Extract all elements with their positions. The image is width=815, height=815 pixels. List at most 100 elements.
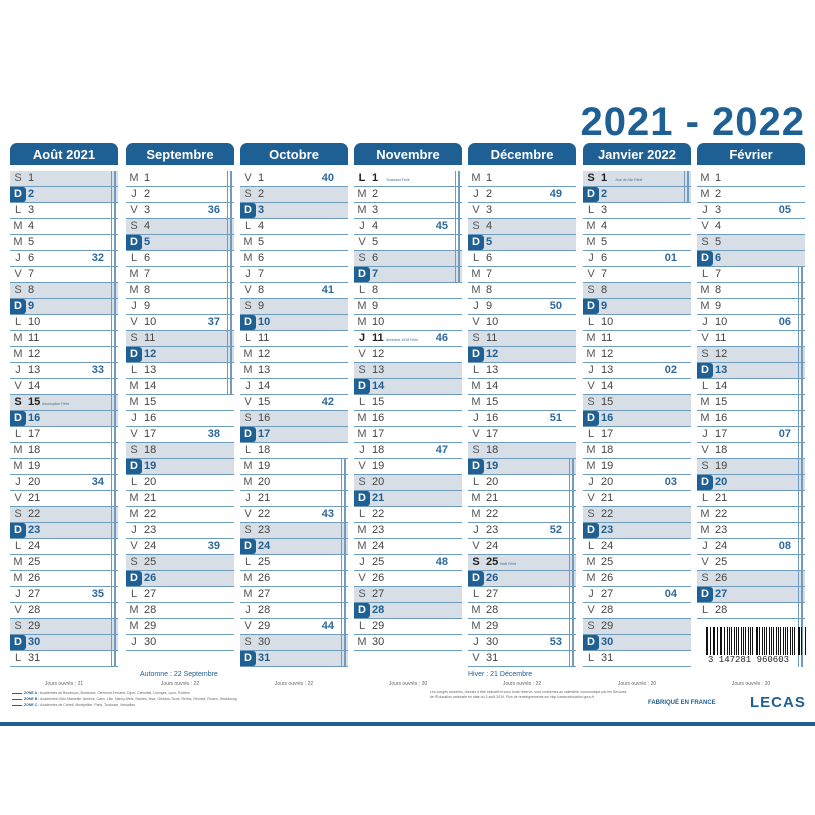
bottom-rule xyxy=(0,722,815,726)
day-number: 26 xyxy=(601,572,614,584)
day-number: 14 xyxy=(715,380,728,392)
day-number: 28 xyxy=(28,604,41,616)
weekday-letter: J xyxy=(473,300,479,312)
day-number: 28 xyxy=(715,604,728,616)
day-row: M 25 xyxy=(10,555,118,571)
weekday-letter: L xyxy=(587,540,595,552)
weekday-letter: L xyxy=(244,332,252,344)
weekday-letter: M xyxy=(700,396,710,408)
day-row: V 21 xyxy=(10,491,118,507)
weekday-letter: M xyxy=(700,300,710,312)
day-number: 28 xyxy=(372,604,385,616)
weekday-letter: L xyxy=(701,604,709,616)
day-number: 16 xyxy=(372,412,385,424)
day-row: D 26 xyxy=(468,571,576,587)
day-row: J 21 xyxy=(240,491,348,507)
day-row: J 6 01 xyxy=(583,251,691,267)
day-number: 23 xyxy=(715,524,728,536)
vacation-bar xyxy=(569,459,570,667)
day-number: 9 xyxy=(258,300,265,312)
day-list: V 1 40 S 2 D 3 L 4 M 5 M 6 J 7 V 8 41 S 9 D 10 L 11 M 12 M 13 J 14 V 15… xyxy=(240,171,348,667)
day-row: L 17 xyxy=(583,427,691,443)
day-number: 17 xyxy=(28,428,41,440)
day-number: 9 xyxy=(715,300,722,312)
weekday-letter: M xyxy=(129,284,139,296)
week-number: 52 xyxy=(549,524,562,536)
day-row: J 11 Armistice 1918 Férié 46 xyxy=(354,331,462,347)
day-number: 29 xyxy=(486,620,499,632)
day-number: 12 xyxy=(601,348,614,360)
weekday-letter: L xyxy=(130,588,138,600)
day-number: 17 xyxy=(486,428,499,440)
day-number: 11 xyxy=(601,332,613,344)
weekday-letter: L xyxy=(358,620,366,632)
weekday-letter: V xyxy=(130,204,138,216)
week-number: 40 xyxy=(321,172,334,184)
weekday-letter: V xyxy=(244,284,252,296)
day-row: V 24 39 xyxy=(126,539,234,555)
day-number: 15 xyxy=(715,396,728,408)
day-number: 23 xyxy=(258,524,271,536)
day-row: J 10 06 xyxy=(697,315,805,331)
day-number: 9 xyxy=(28,300,35,312)
weekday-letter: S xyxy=(587,620,595,632)
weekday-letter: M xyxy=(129,604,139,616)
weekday-letter: S xyxy=(701,348,709,360)
day-number: 9 xyxy=(601,300,608,312)
weekday-letter: D xyxy=(10,523,26,538)
day-row: M 24 xyxy=(354,539,462,555)
vacation-bar xyxy=(114,171,116,667)
day-row: S 11 xyxy=(468,331,576,347)
day-row: V 31 xyxy=(468,651,576,667)
day-number: 28 xyxy=(144,604,157,616)
weekday-letter: D xyxy=(583,523,599,538)
weekday-letter: D xyxy=(697,587,713,602)
weekday-letter: D xyxy=(583,299,599,314)
day-row: M 12 xyxy=(583,347,691,363)
weekday-letter: S xyxy=(244,188,252,200)
vacation-bar xyxy=(341,459,342,667)
weekday-letter: L xyxy=(358,396,366,408)
weekday-letter: S xyxy=(14,172,22,184)
brand-logo: LECAS xyxy=(750,694,806,711)
day-number: 10 xyxy=(486,316,499,328)
day-row: S 20 xyxy=(354,475,462,491)
working-days-label: Jours ouvrés : 20 xyxy=(617,681,657,687)
day-row: M 15 xyxy=(697,395,805,411)
day-number: 27 xyxy=(144,588,157,600)
weekday-letter: L xyxy=(587,316,595,328)
day-row: M 17 xyxy=(354,427,462,443)
day-row: M 15 xyxy=(126,395,234,411)
month-column: Novembre L 1 Toussaint Férié M 2 M 3 J 4 45 V 5 S 6 D 7 L… xyxy=(354,143,462,687)
day-number: 8 xyxy=(715,284,722,296)
weekday-letter: D xyxy=(468,347,484,362)
weekday-letter: J xyxy=(473,412,479,424)
day-number: 1 xyxy=(486,172,493,184)
day-number: 25 xyxy=(715,556,728,568)
day-number: 22 xyxy=(715,508,728,520)
day-number: 15 xyxy=(601,396,614,408)
weekday-letter: M xyxy=(700,508,710,520)
day-number: 30 xyxy=(258,636,271,648)
weekday-letter: M xyxy=(471,492,481,504)
day-row: D 14 xyxy=(354,379,462,395)
day-number: 17 xyxy=(601,428,614,440)
weekday-letter: S xyxy=(14,508,22,520)
barcode-number: 3 147281 960603 xyxy=(708,655,790,665)
day-number: 23 xyxy=(372,524,385,536)
day-number: 26 xyxy=(258,572,271,584)
month-column: Octobre V 1 40 S 2 D 3 L 4 M 5 M 6 J 7 V 8 41 S 9 D 10 L 11 M 12 M 1… xyxy=(240,143,348,687)
day-number: 2 xyxy=(372,188,379,200)
weekday-letter: L xyxy=(358,508,366,520)
day-row: M 20 xyxy=(240,475,348,491)
